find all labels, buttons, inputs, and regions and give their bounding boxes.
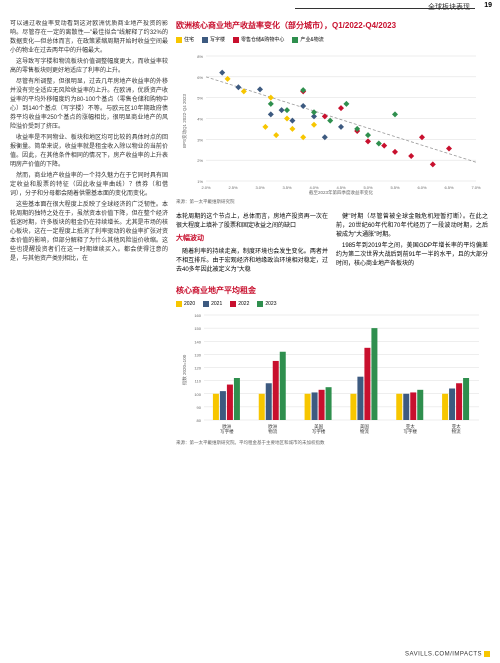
svg-text:6%: 6%: [197, 75, 203, 80]
svg-text:写字楼: 写字楼: [220, 428, 234, 435]
svg-text:物流: 物流: [268, 428, 277, 435]
chart1-legend: 住宅写字楼零售仓储&购物中心产业&物流: [176, 36, 488, 43]
svg-text:8%: 8%: [197, 54, 203, 59]
mid-left-col: 本轮周期的这个节点上，总体而言，房地产投资再一次在很大程度上填补了股票和固定收益…: [176, 213, 328, 277]
svg-text:160: 160: [194, 313, 201, 318]
svg-text:2.0%: 2.0%: [201, 185, 211, 190]
chart1-title: 欧洲核心商业地产收益率变化（部分城市），Q1/2022-Q4/2023: [176, 20, 488, 31]
chart2-source: 来源：第一太平戴维斯研究院。平均租金基于主要地区和城市的未加权指数: [176, 440, 488, 446]
svg-text:80: 80: [197, 418, 202, 423]
page-number: 19: [484, 2, 492, 9]
bar-chart: 8090100110120130140150160欧洲写字楼欧洲物流美国写字楼美…: [176, 310, 488, 440]
svg-text:写字楼: 写字楼: [312, 428, 326, 435]
svg-text:6.0%: 6.0%: [417, 185, 427, 190]
scatter-chart: 2.0%2.5%3.0%3.5%4.0%4.5%5.0%5.5%6.0%6.5%…: [176, 46, 488, 196]
chart2-title: 核心商业地产平均租金: [176, 285, 488, 296]
chart2-legend: 2020202120222023: [176, 301, 488, 307]
svg-text:指数 2020=100: 指数 2020=100: [181, 354, 188, 385]
svg-text:写字楼: 写字楼: [404, 428, 418, 435]
section-label: 全球板块表现: [428, 2, 470, 12]
svg-text:5.5%: 5.5%: [390, 185, 400, 190]
svg-text:140: 140: [194, 339, 201, 344]
chart1-source: 来源：第一太平戴维斯研究院: [176, 199, 488, 205]
svg-text:5%: 5%: [197, 96, 203, 101]
svg-text:截至2023年第四季度收益率变化: 截至2023年第四季度收益率变化: [309, 189, 374, 196]
svg-text:110: 110: [195, 378, 202, 383]
svg-text:物流: 物流: [360, 428, 369, 435]
svg-text:2%: 2%: [197, 158, 203, 163]
svg-text:100: 100: [194, 391, 201, 396]
svg-text:130: 130: [194, 352, 201, 357]
svg-text:3.5%: 3.5%: [282, 185, 292, 190]
svg-text:1%: 1%: [197, 179, 203, 184]
svg-text:7.0%: 7.0%: [471, 185, 481, 190]
svg-text:2.5%: 2.5%: [228, 185, 238, 190]
left-column: 可以通过收益率变动看到这对欧洲优质商业地产投资的影响。尽管存在一定的离散性—"最…: [10, 20, 168, 454]
svg-text:3.0%: 3.0%: [255, 185, 265, 190]
svg-text:150: 150: [194, 326, 201, 331]
svg-text:BPS变动Q1 2022-Q4 2023: BPS变动Q1 2022-Q4 2023: [181, 93, 188, 148]
footer: SAVILLS.COM/IMPACTS: [405, 651, 490, 658]
svg-text:120: 120: [194, 365, 201, 370]
svg-text:4%: 4%: [197, 117, 203, 122]
svg-text:物流: 物流: [452, 428, 461, 435]
mid-right-col: 健"时期（尽管曾被全球金融危机短暂打断）。在此之前，20世纪60年代和70年代经…: [336, 213, 488, 277]
svg-text:3%: 3%: [197, 137, 203, 142]
svg-text:90: 90: [197, 404, 202, 409]
svg-text:6.5%: 6.5%: [444, 185, 454, 190]
